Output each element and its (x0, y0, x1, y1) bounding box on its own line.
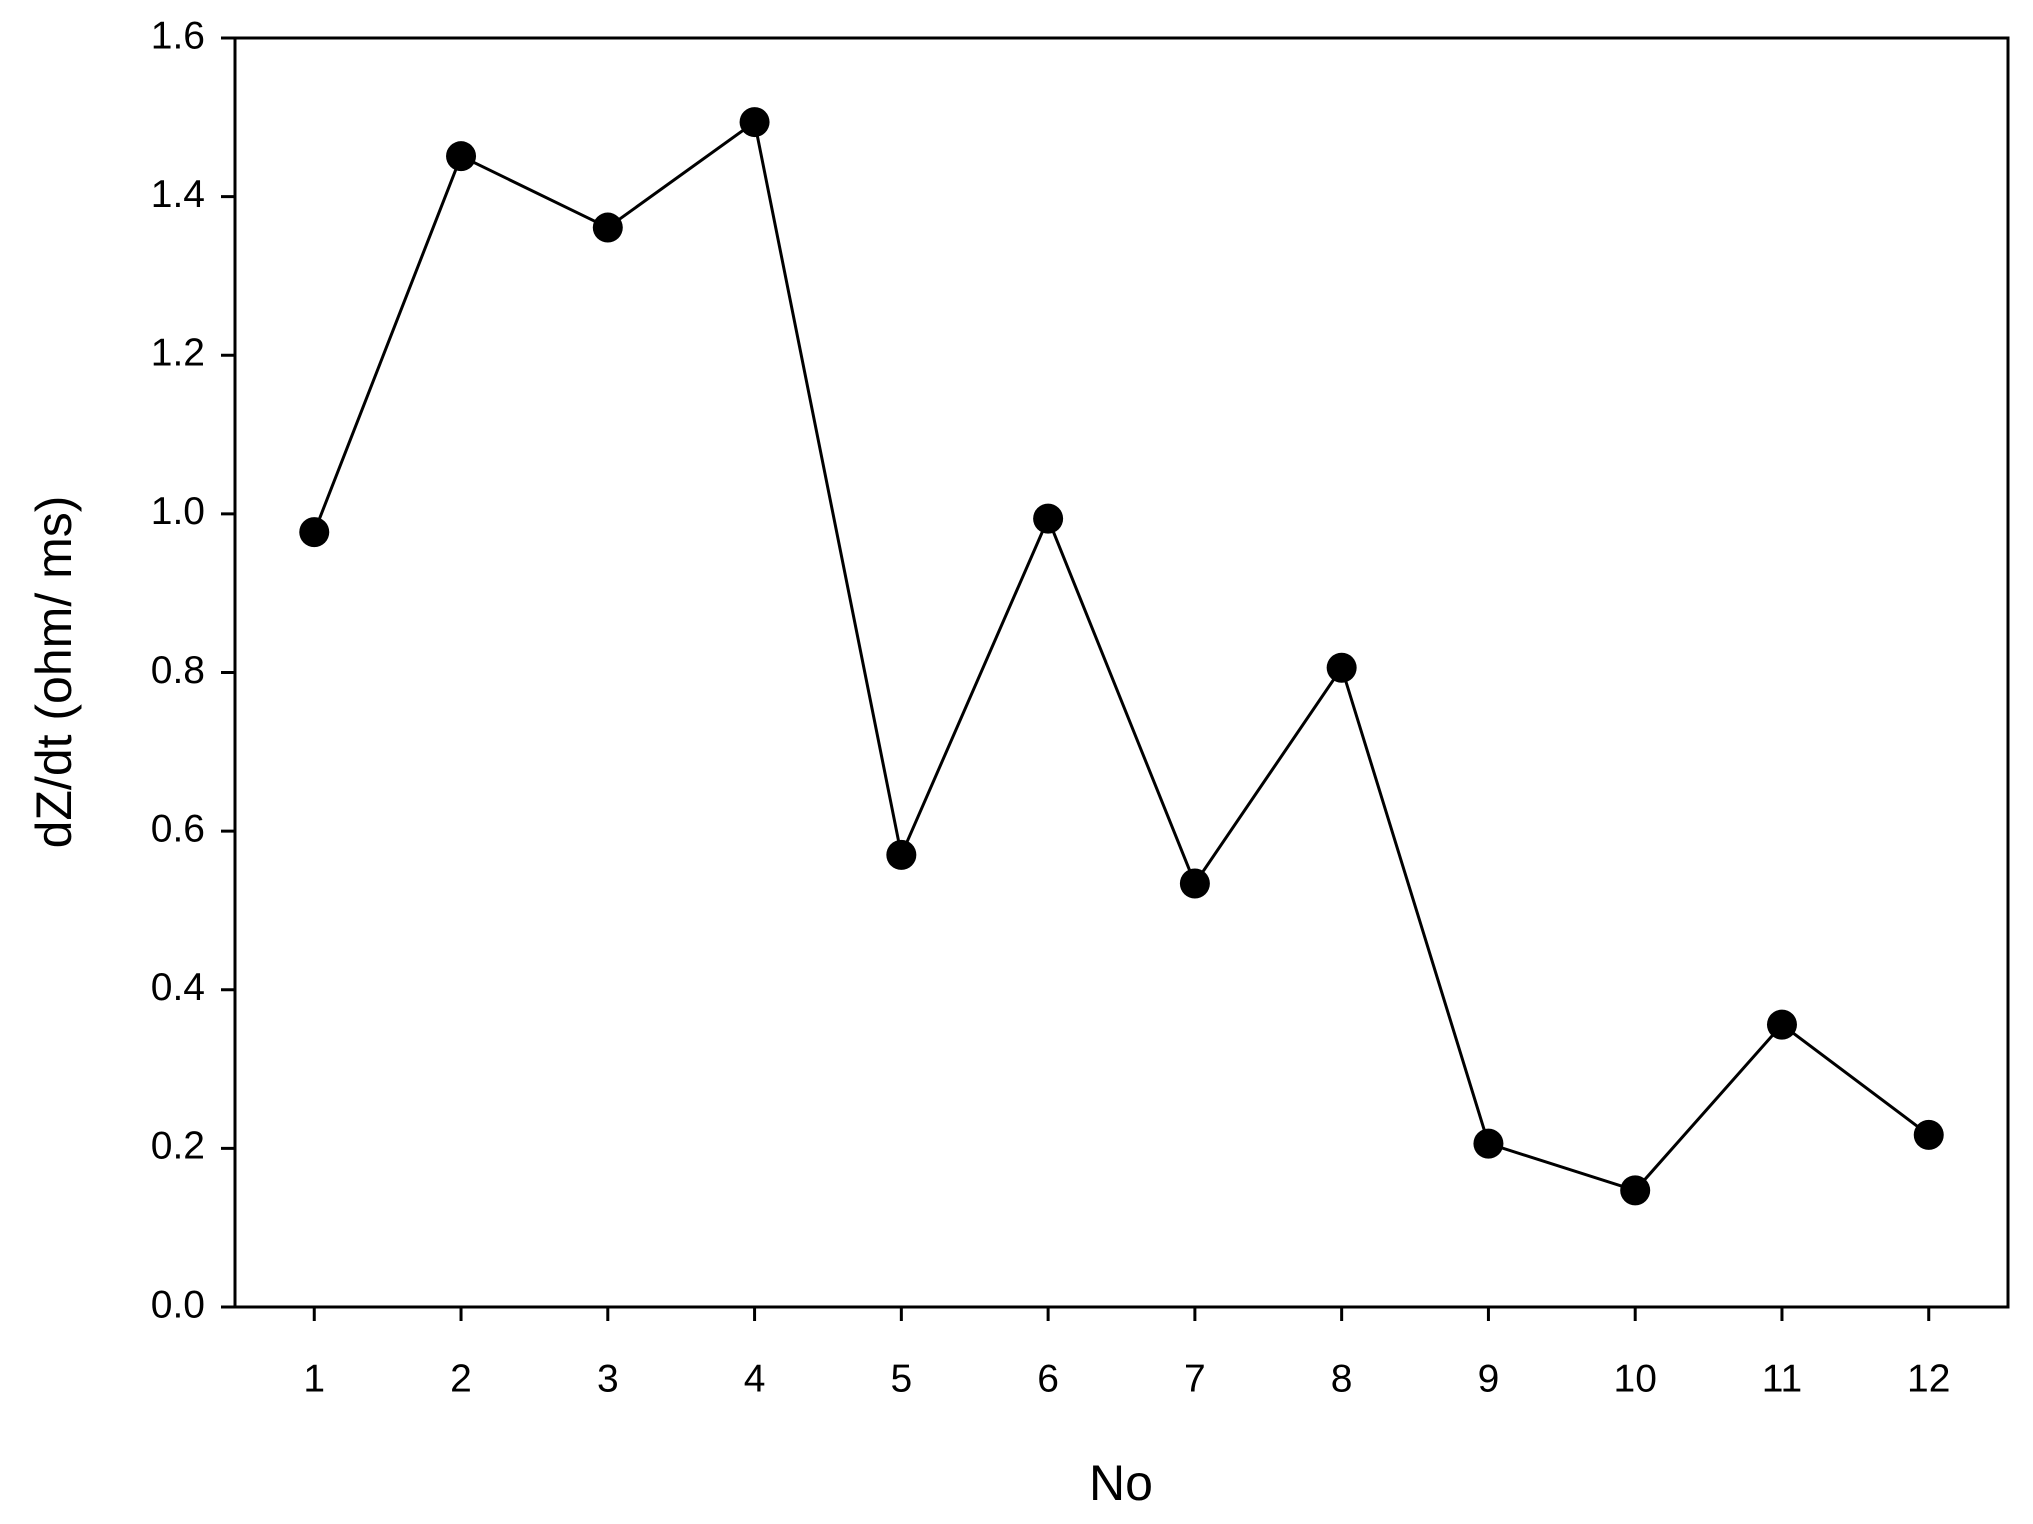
data-point (1620, 1175, 1651, 1206)
x-tick-label: 5 (890, 1357, 912, 1400)
x-tick-label: 11 (1762, 1357, 1803, 1400)
data-point (886, 839, 917, 870)
data-line (312, 119, 1930, 1193)
x-tick-label: 1 (303, 1357, 325, 1400)
data-point (1033, 503, 1064, 534)
y-tick-label: 1.4 (151, 173, 205, 216)
data-point (592, 212, 623, 243)
data-point (1913, 1119, 1944, 1150)
y-tick-label: 0.4 (151, 966, 205, 1009)
y-tick-label: 1.6 (151, 14, 205, 57)
plot-frame (233, 36, 2010, 1309)
x-tick-label: 8 (1331, 1357, 1353, 1400)
x-tick-label: 4 (744, 1357, 766, 1400)
y-tick-label: 0.6 (151, 807, 205, 850)
y-tick-label: 1.0 (151, 490, 205, 533)
data-point (299, 517, 330, 548)
x-tick-label: 9 (1478, 1357, 1500, 1400)
y-tick-label: 0.0 (151, 1283, 205, 1326)
data-point (1326, 652, 1357, 683)
x-tick-label: 12 (1907, 1357, 1950, 1400)
x-tick-label: 10 (1614, 1357, 1657, 1400)
y-tick-label: 1.2 (151, 332, 205, 375)
x-tick-label: 3 (597, 1357, 619, 1400)
data-point (1473, 1128, 1504, 1159)
data-point (1766, 1009, 1797, 1040)
x-tick-label: 6 (1037, 1357, 1059, 1400)
x-tick-label: 2 (450, 1357, 472, 1400)
data-point (446, 141, 477, 172)
y-axis-label: dZ/dt (ohm/ ms) (26, 496, 82, 849)
data-point (1179, 868, 1210, 899)
y-tick-label: 0.8 (151, 649, 205, 692)
y-tick-label: 0.2 (151, 1125, 205, 1168)
data-point (739, 107, 770, 138)
x-tick-label: 7 (1184, 1357, 1206, 1400)
x-axis-label: No (1089, 1455, 1153, 1511)
